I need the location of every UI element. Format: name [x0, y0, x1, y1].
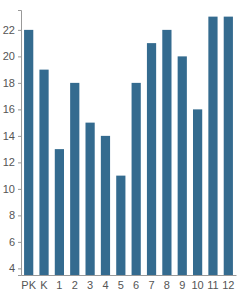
x-tick-label: 5: [118, 279, 124, 291]
y-tick-label: 6: [9, 236, 15, 248]
y-tick-mark: [18, 268, 21, 269]
x-tick: 3: [87, 275, 93, 291]
y-tick: 10: [3, 183, 21, 195]
y-tick-mark: [18, 56, 21, 57]
y-axis-line: [18, 11, 22, 276]
y-tick-mark: [18, 136, 21, 137]
y-tick-mark: [18, 162, 21, 163]
y-tick-label: 14: [3, 130, 15, 142]
y-tick: 20: [3, 50, 21, 62]
x-tick-label: 9: [179, 279, 185, 291]
bar: [116, 176, 125, 275]
x-tick-label: 1: [56, 279, 62, 291]
x-tick: 12: [222, 275, 234, 291]
x-tick: 5: [118, 275, 124, 291]
x-tick-label: 12: [222, 279, 234, 291]
x-axis-line: [22, 275, 237, 276]
x-tick-label: 4: [102, 279, 108, 291]
x-tick-label: 2: [72, 279, 78, 291]
bar: [224, 17, 233, 275]
x-tick: 10: [191, 275, 203, 291]
y-tick: 14: [3, 130, 21, 142]
x-tick-label: 6: [133, 279, 139, 291]
y-tick: 12: [3, 156, 21, 168]
y-tick-label: 16: [3, 103, 15, 115]
y-tick-label: 12: [3, 156, 15, 168]
bar: [39, 70, 48, 275]
x-tick: 4: [102, 275, 108, 291]
y-tick: 4: [9, 262, 21, 274]
y-tick-label: 10: [3, 183, 15, 195]
x-tick: 6: [133, 275, 139, 291]
y-tick-mark: [18, 215, 21, 216]
bar: [147, 43, 156, 275]
x-tick: 7: [148, 275, 154, 291]
bar: [208, 17, 217, 275]
x-tick: 11: [207, 275, 218, 291]
x-tick: 2: [72, 275, 78, 291]
bar: [86, 123, 95, 275]
y-tick-mark: [18, 109, 21, 110]
x-tick-label: 10: [191, 279, 203, 291]
bar: [132, 83, 141, 275]
y-tick: 6: [9, 236, 21, 248]
y-tick-mark: [18, 189, 21, 190]
x-tick-label: PK: [21, 279, 36, 291]
y-tick: 18: [3, 77, 21, 89]
x-tick: PK: [21, 275, 36, 291]
x-tick: 1: [56, 275, 62, 291]
bar: [193, 109, 202, 275]
x-tick-label: 7: [148, 279, 154, 291]
bar: [24, 30, 33, 275]
x-tick-label: 8: [164, 279, 170, 291]
y-tick: 8: [9, 209, 21, 221]
bar: [101, 136, 110, 275]
y-tick-label: 22: [3, 24, 15, 36]
x-tick: 9: [179, 275, 185, 291]
bar: [162, 30, 171, 275]
y-tick-mark: [18, 83, 21, 84]
x-tick-label: 11: [207, 279, 218, 291]
bars: [24, 17, 233, 275]
bar: [55, 149, 64, 275]
plot: 46810121416182022PKK123456789101112: [3, 11, 237, 292]
y-tick-label: 20: [3, 50, 15, 62]
y-axis: 4 6 8 10 12 14 16 18 20 22: [3, 11, 22, 276]
x-tick: K: [40, 275, 48, 291]
y-tick-label: 4: [9, 262, 15, 274]
chart: 46810121416182022PKK123456789101112: [0, 0, 240, 296]
x-tick-label: K: [40, 279, 48, 291]
x-tick: 8: [164, 275, 170, 291]
x-tick-label: 3: [87, 279, 93, 291]
x-axis: PKK123456789101112: [21, 275, 236, 291]
y-tick: 22: [3, 24, 21, 36]
y-tick-label: 8: [9, 209, 15, 221]
y-tick-mark: [18, 30, 21, 31]
bar: [178, 56, 187, 275]
y-tick: 16: [3, 103, 21, 115]
y-tick-label: 18: [3, 77, 15, 89]
y-tick-mark: [18, 242, 21, 243]
bar: [70, 83, 79, 275]
